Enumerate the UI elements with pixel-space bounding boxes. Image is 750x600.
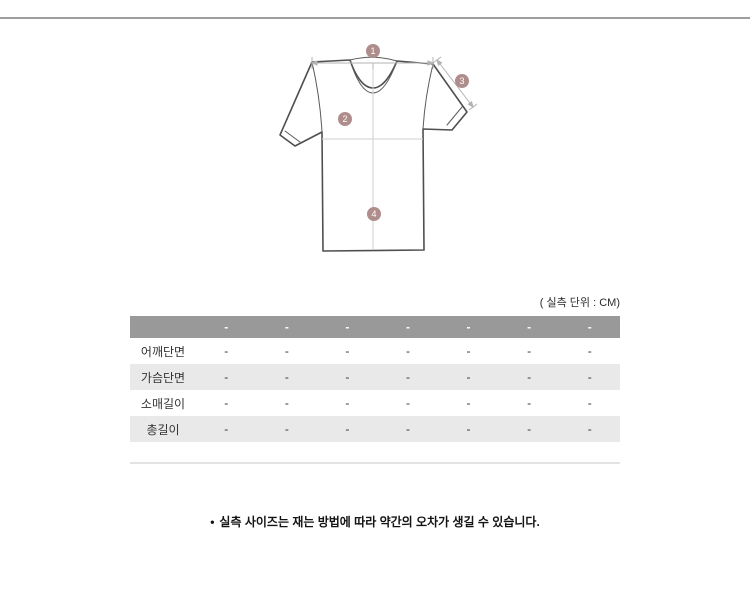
size-cell: - (405, 344, 410, 358)
size-cell: - (527, 344, 532, 358)
size-cell: - (527, 396, 532, 410)
size-cell: - (224, 370, 229, 384)
tshirt-measurement-diagram: 1 2 3 4 (279, 44, 478, 252)
footnote: • 실측 사이즈는 재는 방법에 따라 약간의 오차가 생길 수 있습니다. (0, 513, 750, 530)
marker-1-number: 1 (370, 46, 375, 56)
size-cell: - (345, 396, 350, 410)
size-cell: - (466, 396, 471, 410)
size-cell: - (284, 370, 289, 384)
header-cell: - (438, 316, 499, 338)
header-cell: - (559, 316, 620, 338)
header-cell: - (377, 316, 439, 338)
size-cell: - (345, 422, 350, 436)
measure-marker-2: 2 (338, 112, 352, 126)
size-cell: - (405, 422, 410, 436)
header-cell: - (256, 316, 318, 338)
header-cell: - (498, 316, 560, 338)
header-cell: - (196, 316, 257, 338)
table-row-shoulder: 어깨단면 - - - - - - - (130, 338, 620, 364)
size-cell: - (345, 344, 350, 358)
tshirt-outline (279, 59, 468, 252)
unit-note: ( 실측 단위 : CM) (539, 297, 620, 309)
guide-lines (322, 65, 423, 250)
size-cell: - (405, 370, 410, 384)
size-cell: - (587, 396, 592, 410)
footnote-text: 실측 사이즈는 재는 방법에 따라 약간의 오차가 생길 수 있습니다. (219, 515, 540, 529)
measure-marker-4: 4 (367, 207, 381, 221)
table-row-total-length: 총길이 - - - - - - - (130, 416, 620, 442)
size-cell: - (224, 396, 229, 410)
size-cell: - (224, 344, 229, 358)
size-cell: - (405, 396, 410, 410)
size-cell: - (527, 370, 532, 384)
row-label: 소매길이 (140, 396, 186, 411)
size-cell: - (466, 422, 471, 436)
measure-marker-3: 3 (455, 74, 469, 88)
size-table: - - - - - - - 어깨단면 - - - - - - (130, 316, 620, 442)
size-cell: - (284, 396, 289, 410)
header-label-cell (130, 316, 196, 338)
tshirt-seams (284, 56, 463, 143)
row-label: 가슴단면 (140, 370, 186, 385)
marker-3-number: 3 (459, 76, 464, 86)
measure-marker-1: 1 (366, 44, 380, 58)
size-cell: - (224, 422, 229, 436)
size-cell: - (284, 422, 289, 436)
measure-lines (310, 56, 478, 111)
bottom-divider (130, 462, 620, 464)
size-cell: - (527, 422, 532, 436)
size-cell: - (587, 344, 592, 358)
top-divider (0, 17, 750, 19)
size-cell: - (345, 370, 350, 384)
size-cell: - (587, 422, 592, 436)
row-label: 어깨단면 (140, 344, 186, 359)
footnote-bullet: • (210, 515, 215, 529)
table-row-sleeve: 소매길이 - - - - - - - (130, 390, 620, 416)
row-label: 총길이 (146, 422, 180, 437)
size-cell: - (466, 344, 471, 358)
marker-4-number: 4 (371, 209, 376, 219)
size-table-header-row: - - - - - - - (130, 316, 620, 338)
size-cell: - (284, 344, 289, 358)
sleeve-measure-line (436, 59, 474, 108)
size-cell: - (587, 370, 592, 384)
marker-2-number: 2 (342, 114, 347, 124)
table-row-chest: 가슴단면 - - - - - - - (130, 364, 620, 390)
header-cell: - (317, 316, 378, 338)
size-table-section: ( 실측 단위 : CM) - - - - - - - (130, 297, 620, 442)
size-cell: - (466, 370, 471, 384)
